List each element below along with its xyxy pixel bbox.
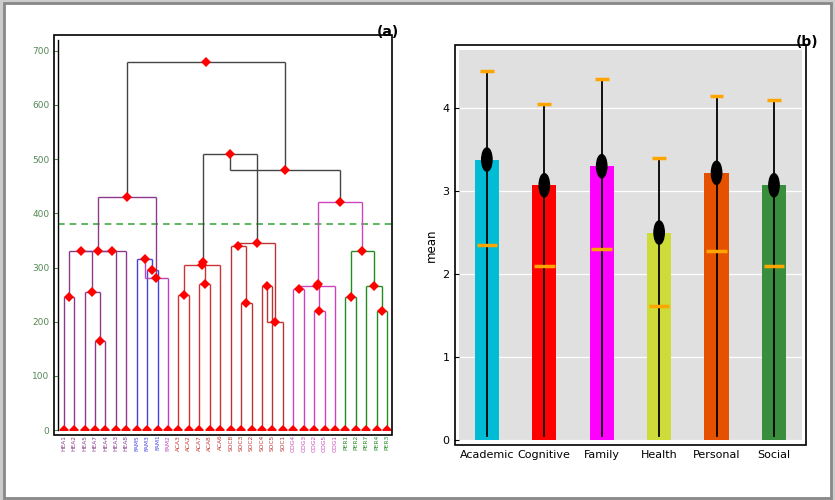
FancyBboxPatch shape — [4, 2, 831, 498]
Ellipse shape — [654, 221, 665, 244]
Bar — [762, 186, 786, 440]
Ellipse shape — [769, 174, 779, 197]
Y-axis label: mean: mean — [425, 228, 438, 262]
Ellipse shape — [711, 161, 721, 184]
Ellipse shape — [539, 174, 549, 197]
Bar — [590, 166, 614, 440]
Bar — [475, 160, 499, 440]
Ellipse shape — [596, 154, 607, 178]
Bar — [705, 173, 729, 440]
Text: (b): (b) — [796, 35, 818, 49]
Ellipse shape — [482, 148, 492, 171]
Text: (a): (a) — [377, 25, 399, 39]
Bar — [532, 186, 556, 440]
Bar — [647, 232, 671, 440]
